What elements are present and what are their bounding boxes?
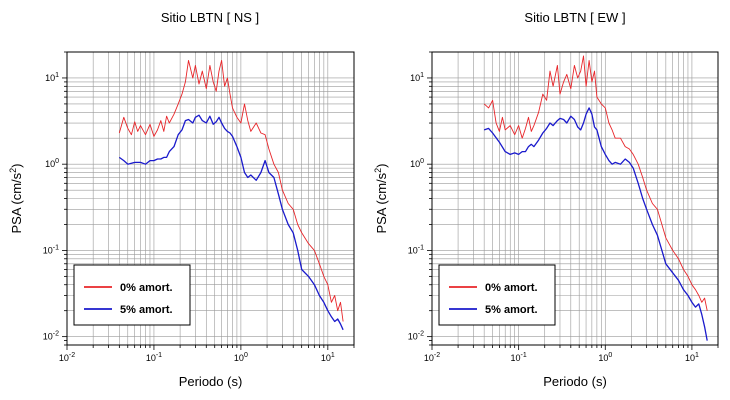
legend: 0% amort. 5% amort. [438,264,556,326]
x-tick-label: 10-1 [146,352,162,363]
x-tick-label: 10-2 [424,352,440,363]
y-tick-label: 101 [410,72,424,83]
panel-ew: 10-210-2 10-1 10-1 100 100 101 101 Sitio LBTN [… [373,10,719,389]
x-tick-label: 10-1 [511,352,527,363]
legend-label: 0% amort. [485,282,538,294]
x-axis-label: Periodo (s) [179,374,243,389]
plot-frame [431,51,719,346]
x-tick-label: 100 [598,352,612,363]
series-line-damping-5 [118,114,344,331]
y-tick-label: 101 [45,72,59,83]
y-tick-label: 100 [410,158,424,169]
legend: 0% amort. 5% amort. [73,264,191,326]
y-tick-label: 10-1 [43,244,59,255]
y-tick-label: 10-1 [408,244,424,255]
x-tick-label: 10-2 [59,352,75,363]
panel-ns: 10-210-2 10-1 10-1 100 100 101 101 Sitio LBTN [… [8,10,355,389]
plot-frame [66,51,355,346]
y-tick-label: 100 [45,158,59,169]
chart-title: Sitio LBTN [ EW ] [524,10,625,25]
legend-label: 0% amort. [120,282,173,294]
x-tick-label: 100 [234,352,248,363]
x-axis-label: Periodo (s) [543,374,607,389]
legend-box [438,264,556,326]
series-line-damping-5 [483,107,708,341]
legend-label: 5% amort. [485,304,538,316]
chart-title: Sitio LBTN [ NS ] [161,10,259,25]
legend-box [73,264,191,326]
y-axis-label: PSA (cm/s2) [373,163,389,233]
series-line-damping-0 [483,55,708,311]
legend-label: 5% amort. [120,304,173,316]
y-axis-label: PSA (cm/s2) [8,163,24,233]
y-tick-label: 10-2 [408,331,424,342]
series-line-damping-0 [118,59,344,322]
y-tick-label: 10-2 [43,331,59,342]
x-tick-label: 101 [321,352,335,363]
x-tick-label: 101 [685,352,699,363]
